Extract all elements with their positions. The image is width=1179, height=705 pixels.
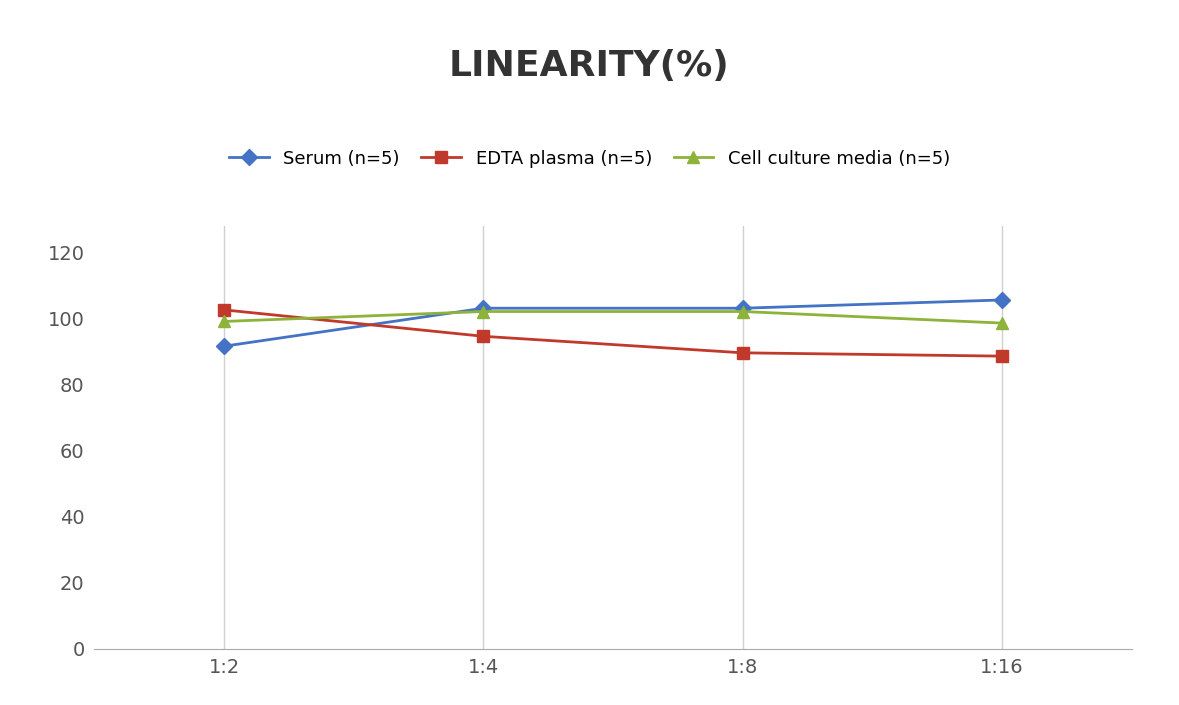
Line: Cell culture media (n=5): Cell culture media (n=5) [218, 305, 1008, 329]
Legend: Serum (n=5), EDTA plasma (n=5), Cell culture media (n=5): Serum (n=5), EDTA plasma (n=5), Cell cul… [229, 150, 950, 168]
Text: LINEARITY(%): LINEARITY(%) [449, 49, 730, 83]
Cell culture media (n=5) [217, 317, 231, 326]
Cell culture media (n=5) [995, 319, 1009, 327]
EDTA plasma (n=5) [476, 332, 490, 341]
Serum (n=5) [736, 304, 750, 312]
Serum (n=5) [217, 342, 231, 350]
Cell culture media (n=5) [476, 307, 490, 316]
EDTA plasma (n=5) [736, 348, 750, 357]
Serum (n=5) [995, 295, 1009, 304]
Cell culture media (n=5) [736, 307, 750, 316]
Serum (n=5) [476, 304, 490, 312]
Line: Serum (n=5): Serum (n=5) [218, 295, 1008, 352]
EDTA plasma (n=5) [217, 306, 231, 314]
Line: EDTA plasma (n=5): EDTA plasma (n=5) [218, 305, 1008, 362]
EDTA plasma (n=5) [995, 352, 1009, 360]
